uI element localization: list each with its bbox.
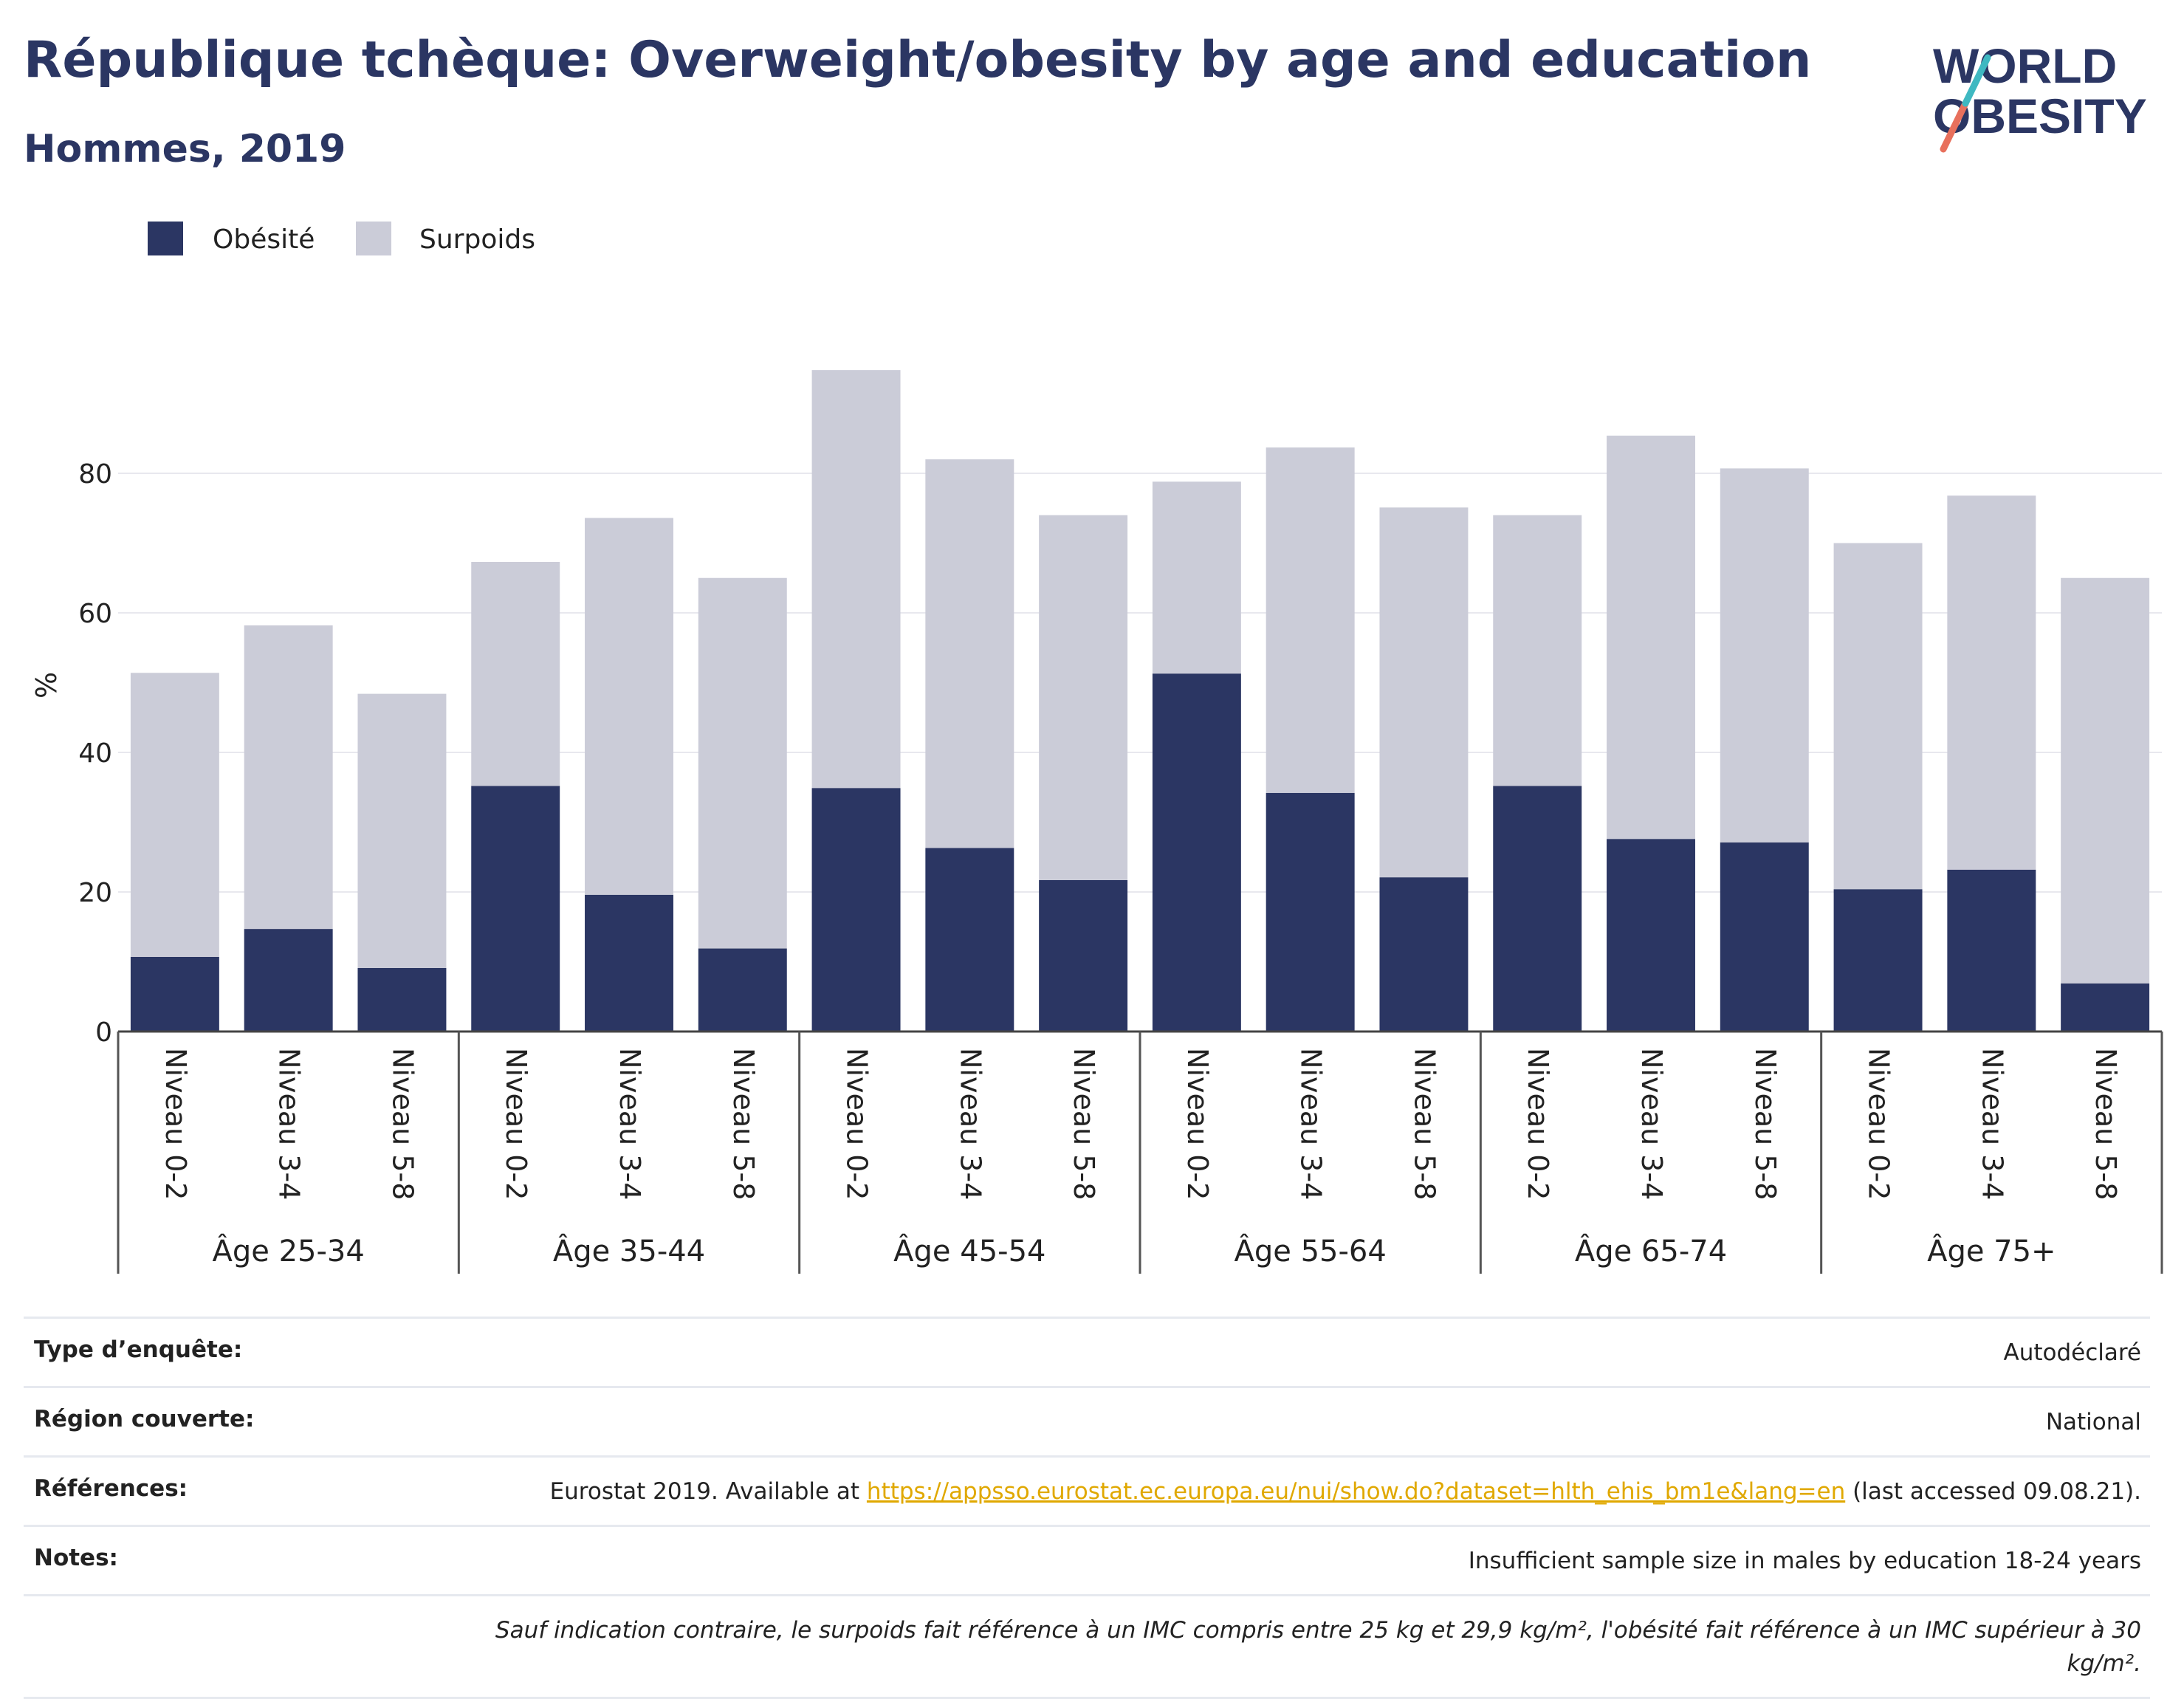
- notes-label: Notes:: [34, 1544, 118, 1571]
- x-tick-label: Niveau 0-2: [841, 1048, 873, 1200]
- bar-obesite: [925, 848, 1014, 1032]
- y-tick-label: 40: [78, 738, 112, 769]
- page-title: République tchèque: Overweight/obesity b…: [24, 31, 1812, 89]
- bar-obesite: [357, 968, 447, 1032]
- x-tick-label: Niveau 0-2: [1522, 1048, 1554, 1200]
- bar-surpoids: [698, 577, 787, 949]
- bar-obesite: [1266, 792, 1355, 1032]
- chart-legend: Obésité Surpoids: [148, 222, 535, 255]
- x-axis: Niveau 0-2 Niveau 3-4 Niveau 5-8 Niveau 0-2…: [117, 1030, 2163, 1274]
- bars: [130, 370, 2150, 1032]
- info-table: Type d’enquête: Autodéclaré Région couve…: [24, 1317, 2150, 1699]
- group-label: Âge 35-44: [553, 1233, 705, 1269]
- bar-surpoids: [585, 518, 673, 895]
- references-label: Références:: [34, 1475, 188, 1502]
- x-tick-label: Niveau 5-8: [386, 1048, 419, 1200]
- bar-obesite: [1379, 877, 1469, 1032]
- bar-surpoids: [357, 693, 447, 969]
- group-label: Âge 75+: [1927, 1233, 2056, 1269]
- x-tick-label: Niveau 5-8: [1068, 1048, 1100, 1200]
- x-tick-label: Niveau 3-4: [954, 1048, 986, 1200]
- x-tick-label: Niveau 5-8: [1408, 1048, 1440, 1200]
- x-tick-label: Niveau 0-2: [500, 1048, 532, 1200]
- y-tick-label: 60: [78, 599, 112, 629]
- bar-obesite: [1607, 839, 1695, 1032]
- world-obesity-logo: WORLD OBESITY: [1933, 38, 2147, 153]
- x-tick-label: Niveau 3-4: [614, 1048, 646, 1200]
- region-value: National: [2045, 1408, 2141, 1435]
- x-tick-label: Niveau 5-8: [2089, 1048, 2122, 1200]
- x-tick-label: Niveau 3-4: [1295, 1048, 1328, 1200]
- group-label: Âge 45-54: [893, 1233, 1045, 1269]
- bar-surpoids: [1266, 447, 1355, 793]
- page-subtitle: Hommes, 2019: [24, 127, 346, 171]
- bar-obesite: [1720, 842, 1809, 1032]
- bar-surpoids: [244, 625, 333, 930]
- y-axis-ticks: 0 20 40 60 80: [78, 459, 112, 1048]
- legend-swatch-obesite: [148, 222, 183, 255]
- x-tick-label: Niveau 5-8: [727, 1048, 760, 1200]
- bar-surpoids: [1833, 543, 1923, 890]
- bar-surpoids: [925, 459, 1014, 848]
- bar-surpoids: [1720, 468, 1809, 842]
- bar-obesite: [1947, 869, 2036, 1032]
- references-suffix: (last accessed 09.08.21).: [1845, 1477, 2141, 1505]
- svg-text:WORLD: WORLD: [1933, 38, 2117, 93]
- group-label: Âge 55-64: [1234, 1233, 1387, 1269]
- region-label: Région couverte:: [34, 1405, 255, 1432]
- y-tick-label: 80: [78, 459, 112, 490]
- x-tick-label: Niveau 0-2: [1863, 1048, 1895, 1200]
- bar-surpoids: [1152, 481, 1241, 674]
- bar-obesite: [585, 894, 673, 1032]
- x-tick-label: Niveau 3-4: [1635, 1048, 1668, 1200]
- legend-swatch-surpoids: [356, 222, 391, 255]
- bar-obesite: [1039, 879, 1128, 1032]
- references-value: Eurostat 2019. Available at https://apps…: [550, 1475, 2141, 1508]
- region-row: Région couverte: National: [24, 1385, 2150, 1455]
- x-tick-label: Niveau 3-4: [1976, 1048, 2008, 1200]
- bar-obesite: [1493, 786, 1582, 1032]
- references-row: Références: Eurostat 2019. Available at …: [24, 1455, 2150, 1525]
- survey-type-row: Type d’enquête: Autodéclaré: [24, 1317, 2150, 1386]
- legend-label-surpoids: Surpoids: [419, 224, 535, 255]
- bar-surpoids: [471, 562, 560, 786]
- bar-obesite: [244, 929, 333, 1032]
- survey-type-value: Autodéclaré: [2003, 1339, 2141, 1366]
- x-tick-label: Niveau 0-2: [159, 1048, 192, 1200]
- bar-obesite: [2061, 983, 2150, 1032]
- bar-obesite: [130, 956, 219, 1032]
- notes-row: Notes: Insufficient sample size in males…: [24, 1524, 2150, 1594]
- footnote-text: Sauf indication contraire, le surpoids f…: [495, 1616, 2141, 1677]
- x-tick-label: Niveau 0-2: [1181, 1048, 1214, 1200]
- bar-surpoids: [130, 673, 219, 957]
- y-axis-label: %: [30, 672, 63, 699]
- x-tick-label: Niveau 3-4: [273, 1048, 306, 1200]
- group-label: Âge 25-34: [213, 1233, 365, 1269]
- bar-surpoids: [811, 370, 901, 789]
- bar-surpoids: [2061, 577, 2150, 984]
- x-tick-label: Niveau 5-8: [1749, 1048, 1782, 1200]
- bar-surpoids: [1039, 515, 1128, 880]
- bar-surpoids: [1947, 495, 2036, 870]
- references-prefix: Eurostat 2019. Available at: [549, 1477, 867, 1505]
- bar-obesite: [1833, 889, 1923, 1032]
- bar-obesite: [1152, 673, 1241, 1032]
- bar-surpoids: [1607, 435, 1695, 840]
- grid-lines: [118, 473, 2162, 893]
- y-tick-label: 20: [78, 878, 112, 908]
- bar-obesite: [811, 788, 901, 1032]
- bar-surpoids: [1493, 515, 1582, 786]
- bar-surpoids: [1379, 507, 1469, 878]
- bar-obesite: [698, 948, 787, 1032]
- bar-obesite: [471, 786, 560, 1032]
- group-label: Âge 65-74: [1575, 1233, 1727, 1269]
- survey-type-label: Type d’enquête:: [34, 1336, 243, 1363]
- legend-label-obesite: Obésité: [213, 224, 315, 255]
- notes-value: Insufficient sample size in males by edu…: [1468, 1547, 2141, 1574]
- y-tick-label: 0: [95, 1017, 112, 1048]
- footnote-row: Sauf indication contraire, le surpoids f…: [24, 1593, 2150, 1699]
- references-link[interactable]: https://appsso.eurostat.ec.europa.eu/nui…: [866, 1477, 1846, 1505]
